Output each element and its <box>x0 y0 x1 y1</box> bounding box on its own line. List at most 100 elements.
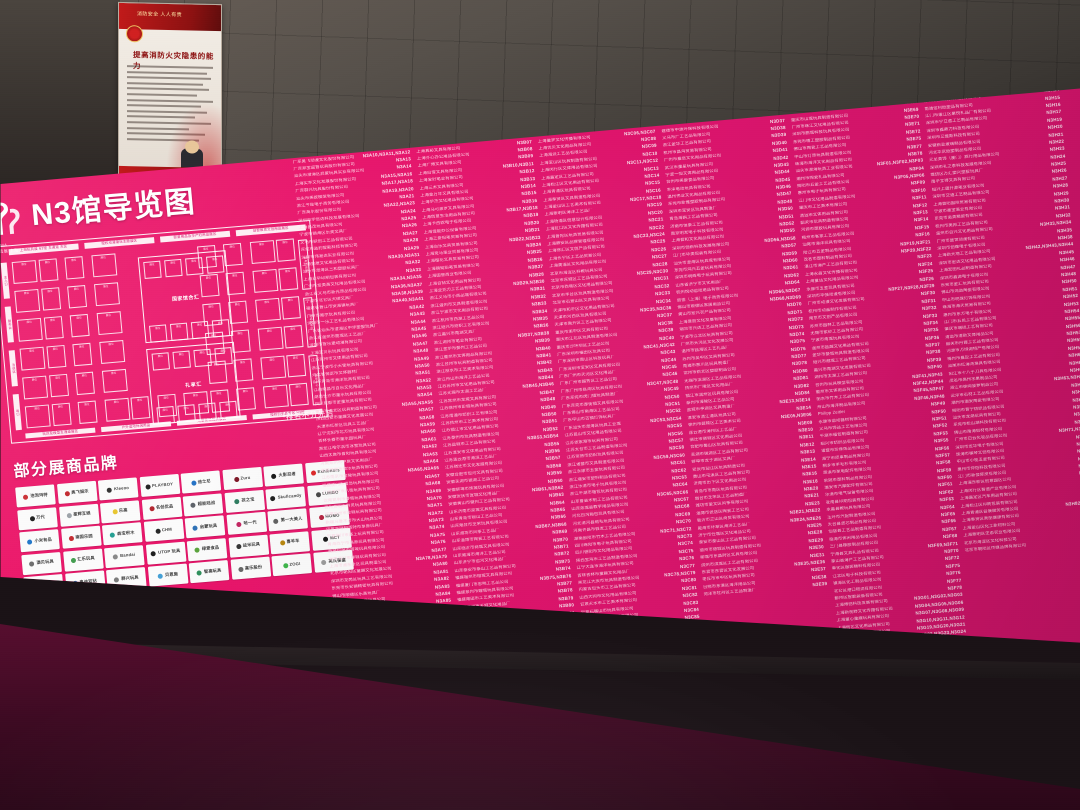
map-booth-cell[interactable]: 展位 <box>177 404 196 423</box>
booth-number: N3E18 <box>802 478 819 485</box>
map-vertical-label: 出口 <box>12 393 22 431</box>
map-booth-cell[interactable]: 展位 <box>51 402 72 427</box>
map-booth-cell[interactable]: 展位 <box>98 340 125 364</box>
exhibitor-row: 湖南湘潭市莲城玩具有限公司 N3B90 <box>464 670 580 687</box>
map-booth-cell[interactable]: 展位 <box>93 282 120 307</box>
booth-number: N3D47 <box>776 191 792 198</box>
brand-mark-icon <box>28 561 35 567</box>
booth-number: N3F76 <box>946 569 961 577</box>
brand-logo-tile: Bandai <box>104 544 145 569</box>
map-booth-cell[interactable]: 展位 <box>193 348 212 368</box>
map-booth-cell[interactable]: 展位 <box>151 352 171 371</box>
map-booth-cell[interactable]: 展位 <box>143 260 162 280</box>
map-booth-cell[interactable]: 展位 <box>164 258 183 278</box>
map-booth-cell[interactable]: 展位 <box>257 326 284 351</box>
map-booth-cell[interactable]: 展位 <box>38 258 58 282</box>
map-booth-cell[interactable]: 展位 <box>278 267 299 291</box>
booth-number: N3F59 <box>936 466 952 474</box>
booth-number: N3D60 <box>782 257 798 264</box>
floor-plan-map[interactable]: 上海玩具展 N3馆 主通道 东区 授权动漫潮玩主题展区 婴童用品及孕产妇用品展区 益智… <box>0 219 329 444</box>
map-booth-cell[interactable]: 展位 <box>45 345 66 369</box>
booth-number: N3B79 <box>558 595 574 602</box>
booth-number: N3A67 <box>424 472 440 480</box>
booth-number: N3H53 <box>1063 300 1079 307</box>
map-booth-cell[interactable]: 展位 <box>96 311 123 336</box>
map-booth-cell[interactable]: 展位 <box>72 342 93 367</box>
map-booth-cell[interactable]: 展位 <box>19 346 46 371</box>
map-booth-cell[interactable]: 展位 <box>11 260 38 284</box>
map-booth-cell[interactable]: 展位 <box>172 350 191 369</box>
booth-number: N3D39 <box>771 132 787 139</box>
brand-logo-tile: 智高玩具 <box>189 560 230 584</box>
map-booth-cell[interactable]: 展位 <box>24 404 51 429</box>
map-booth-cell[interactable]: 展位 <box>286 353 307 378</box>
brand-logo-tile: Skullcandy <box>265 485 307 510</box>
booth-number: N3C83 <box>683 599 699 606</box>
brand-logo-tile: 名创优品 <box>141 496 183 520</box>
map-booth-cell[interactable]: 展位 <box>214 347 233 366</box>
brand-mark-icon <box>192 525 199 531</box>
booth-number: N3H31 <box>1054 204 1071 211</box>
booth-number: N3D48 <box>777 198 793 205</box>
map-booth-cell[interactable]: 展位 <box>101 368 128 393</box>
map-booth-cell[interactable]: 展位 <box>190 320 210 340</box>
map-booth-cell[interactable]: 展位 <box>74 371 95 396</box>
map-booth-cell[interactable]: 展位 <box>104 397 130 422</box>
brand-name: 超能陆战 <box>197 500 216 507</box>
map-booth-cell[interactable]: 展位 <box>149 324 168 343</box>
map-booth-cell[interactable]: 展位 <box>283 325 304 349</box>
booth-number: N3A14 <box>396 163 412 170</box>
map-booth-cell[interactable]: 展位 <box>249 240 276 265</box>
booth-number: N3C39 <box>658 327 674 334</box>
brand-mark-icon <box>26 539 33 545</box>
map-booth-cell[interactable]: 展位 <box>185 257 204 276</box>
map-booth-cell[interactable]: 展位 <box>211 319 231 338</box>
board-content: CTMA 玩具展 上海 N3馆导览图 上海玩具展 N3馆 主通道 东区授权动漫潮… <box>0 88 1080 687</box>
booth-number: N3C67 <box>673 496 690 503</box>
brand-name: PLAYBOY <box>152 481 174 488</box>
booth-number: N3A53 <box>416 384 432 391</box>
map-booth-cell[interactable]: 展位 <box>69 313 90 338</box>
map-booth-cell[interactable]: 展位 <box>16 317 43 342</box>
map-booth-cell[interactable]: 展位 <box>130 396 151 420</box>
booth-number: N3E09 <box>797 419 813 426</box>
booth-number: N3D72 <box>787 316 804 323</box>
booth-number: N3D42 <box>773 154 789 161</box>
map-booth-cell[interactable]: 展位 <box>48 373 69 398</box>
booth-number: N3D44 <box>774 168 790 176</box>
map-booth-cell[interactable]: 展位 <box>205 255 225 274</box>
brand-logo-tile: 益米玩具 <box>228 534 270 558</box>
map-booth-cell[interactable]: 展位 <box>280 296 301 320</box>
map-booth-cell[interactable]: 展位 <box>251 268 278 293</box>
map-booth-cell[interactable]: 展位 <box>40 287 61 311</box>
booth-number: N3C14 <box>644 172 660 179</box>
map-booth-cell[interactable]: 展位 <box>90 253 117 278</box>
map-zone[interactable]: 展位 展位 展位 展位 展位 展位 展位 展位 礼享汇 <box>146 341 241 425</box>
map-booth-cell[interactable]: 展位 <box>262 384 289 409</box>
map-booth-cell[interactable]: 展位 <box>156 406 175 425</box>
map-booth-cell[interactable]: 展位 <box>77 400 98 424</box>
map-booth-cell[interactable]: 展位 <box>67 285 88 309</box>
map-booth-cell[interactable]: 展位 <box>169 322 189 341</box>
map-booth-cell[interactable]: 展位 <box>198 402 217 421</box>
map-booth-cell[interactable]: 展位 <box>14 288 41 313</box>
brand-mark-icon <box>113 554 119 560</box>
map-zone[interactable]: 展位 展位 展位 展位 展位 展位 展位 展位 国家馆合汇 <box>137 250 234 344</box>
brand-name: Kleeno <box>113 484 130 491</box>
brand-logo-tile: 奥飞娱乐 <box>56 480 98 505</box>
brand-logo-tile: 森宝积木 <box>102 522 143 546</box>
map-booth-cell[interactable]: 展位 <box>275 238 296 262</box>
map-booth-cell[interactable]: 展位 <box>254 297 281 322</box>
booth-number: N3C62 <box>671 466 687 474</box>
booth-number: N3G28 <box>951 643 968 650</box>
map-booth-cell[interactable]: 展位 <box>219 400 238 420</box>
booth-number: N3B44 <box>538 374 554 381</box>
map-booth-cell[interactable]: 展位 <box>64 256 85 280</box>
map-booth-cell[interactable]: 展位 <box>22 375 49 400</box>
map-booth-cell[interactable]: 展位 <box>288 382 309 407</box>
map-booth-cell[interactable]: 展位 <box>43 316 64 340</box>
brand-name: 哈一代 <box>243 519 257 526</box>
booth-number: N3A89 <box>438 627 455 634</box>
booth-number: N3H48 <box>1060 271 1077 278</box>
map-booth-cell[interactable]: 展位 <box>259 355 286 380</box>
